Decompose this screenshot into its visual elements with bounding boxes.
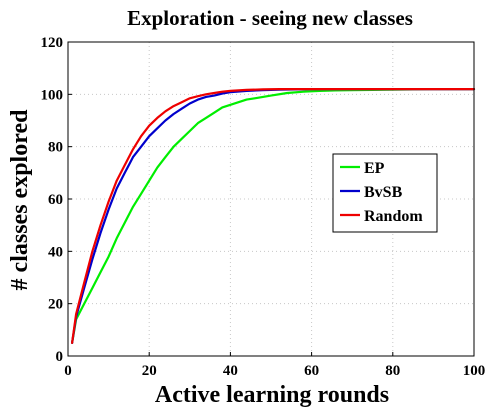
y-tick-label: 60 xyxy=(48,192,63,208)
x-tick-label: 40 xyxy=(223,363,238,379)
y-axis-ticks: 0 20 40 60 80 100 120 xyxy=(41,35,72,365)
x-axis-ticks: 0 20 40 60 80 100 xyxy=(64,352,485,379)
x-tick-label: 60 xyxy=(304,363,319,379)
y-tick-label: 80 xyxy=(48,140,63,156)
y-tick-label: 100 xyxy=(41,87,64,103)
chart-title: Exploration - seeing new classes xyxy=(127,6,413,30)
x-tick-label: 20 xyxy=(142,363,157,379)
y-tick-label: 40 xyxy=(48,244,63,260)
legend-label-random: Random xyxy=(364,208,423,225)
legend-label-ep: EP xyxy=(364,160,385,177)
legend: EP BvSB Random xyxy=(332,153,438,233)
y-tick-label: 0 xyxy=(56,349,64,365)
x-tick-label: 100 xyxy=(463,363,486,379)
x-axis-label: Active learning rounds xyxy=(155,382,389,408)
y-axis-label: # classes explored xyxy=(7,109,33,291)
x-tick-label: 0 xyxy=(64,363,72,379)
series-line-random xyxy=(70,87,476,344)
series-lines xyxy=(70,87,476,344)
y-tick-label: 120 xyxy=(41,35,64,51)
legend-label-bvsb: BvSB xyxy=(364,184,403,201)
x-tick-label: 80 xyxy=(385,363,400,379)
y-tick-label: 20 xyxy=(48,297,63,313)
